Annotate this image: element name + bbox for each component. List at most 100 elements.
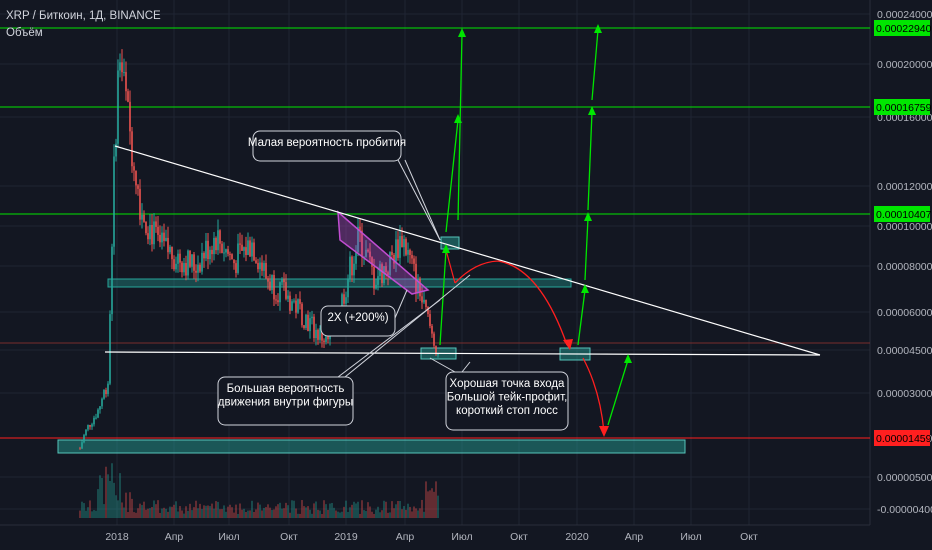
volume-bar [193, 507, 195, 518]
ascending-base-line [104, 351, 821, 356]
callout-leader [404, 159, 441, 241]
volume-bar [141, 505, 143, 518]
candle-body [315, 329, 317, 339]
volume-bar [379, 512, 381, 518]
volume-bar [397, 500, 399, 518]
candle-body [189, 250, 191, 267]
candle-body [413, 258, 415, 264]
volume-bar [355, 503, 357, 518]
volume-bar [415, 508, 417, 518]
candle-body [195, 270, 197, 273]
candle-body [355, 251, 357, 264]
candle-body [211, 249, 213, 255]
volume-bar [317, 509, 319, 518]
candle-body [371, 257, 373, 267]
volume-bar [91, 511, 93, 518]
candle-body [293, 300, 295, 302]
volume-bar [241, 509, 243, 518]
volume-bar [421, 499, 423, 518]
price-tick-label: 0.00000500 [877, 472, 932, 484]
volume-bar [97, 489, 99, 518]
volume-bar [121, 502, 123, 518]
volume-bar [137, 508, 139, 518]
time-tick-label: Окт [740, 531, 758, 543]
candle-body [183, 263, 185, 273]
volume-bar [171, 506, 173, 518]
volume-bar [221, 509, 223, 518]
volume-bar [147, 508, 149, 518]
candle-body [239, 243, 241, 245]
candle-body [301, 303, 303, 326]
time-tick-label: Июл [218, 531, 239, 543]
candle-body [269, 281, 271, 291]
candle-body [391, 251, 393, 255]
support-zone-mid [107, 278, 572, 288]
candle-body [377, 276, 379, 285]
volume-bar [363, 510, 365, 518]
candle-body [213, 237, 215, 255]
target-arrow [607, 359, 629, 426]
volume-bar [425, 481, 427, 518]
candle-body [125, 72, 127, 92]
volume-bar [307, 506, 309, 518]
volume-bar [369, 506, 371, 518]
volume-bar [237, 513, 239, 518]
volume-bar [191, 510, 193, 518]
volume-bar [371, 511, 373, 518]
callout-text: Малая вероятность пробития [248, 137, 406, 149]
volume-bar [391, 501, 393, 518]
volume-bar [173, 504, 175, 518]
volume-bar [247, 510, 249, 518]
time-tick-label: Апр [396, 531, 415, 543]
candle-body [311, 316, 313, 319]
candle-body [191, 254, 193, 267]
volume-bar [311, 513, 313, 518]
candle-body [247, 240, 249, 255]
candle-body [305, 314, 307, 328]
level-price-text: 0.00010407 [876, 209, 932, 221]
candle-body [289, 295, 291, 311]
candle-body [353, 263, 355, 276]
volume-bar [287, 505, 289, 518]
candle-body [437, 354, 439, 356]
callout-box [445, 371, 569, 431]
candle-body [373, 266, 375, 289]
target-arrow [584, 217, 589, 281]
volume-bar [319, 510, 321, 518]
candle-body [423, 299, 425, 303]
candle-body [167, 237, 169, 253]
candle-body [149, 224, 151, 240]
candle-body [169, 246, 171, 253]
candle-body [221, 243, 223, 253]
volume-bar [427, 491, 429, 518]
candle-body [421, 296, 423, 303]
volume-bar [81, 501, 83, 518]
candle-body [123, 72, 125, 74]
candle-body [263, 263, 265, 271]
volume-bar [149, 508, 151, 518]
candle-body [95, 417, 97, 419]
volume-bar [419, 508, 421, 518]
volume-bar [201, 509, 203, 518]
candle-body [317, 329, 319, 340]
volume-bar [315, 501, 317, 518]
volume-bar [359, 513, 361, 518]
volume-bar [181, 510, 183, 518]
candle-body [215, 237, 217, 251]
candle-body [399, 236, 401, 258]
volume-bar [329, 503, 331, 518]
volume-bar [107, 474, 109, 518]
volume-bar [229, 504, 231, 518]
candle-body [261, 262, 263, 271]
volume-bar [265, 507, 267, 518]
volume-bar [215, 501, 217, 518]
volume-bar [163, 507, 165, 518]
volume-bar [259, 504, 261, 518]
candle-body [129, 101, 131, 132]
projection-curve [454, 260, 568, 346]
candle-body [405, 239, 407, 255]
target-arrow [457, 33, 463, 221]
candle-body [139, 188, 141, 220]
volume-bar [289, 512, 291, 518]
